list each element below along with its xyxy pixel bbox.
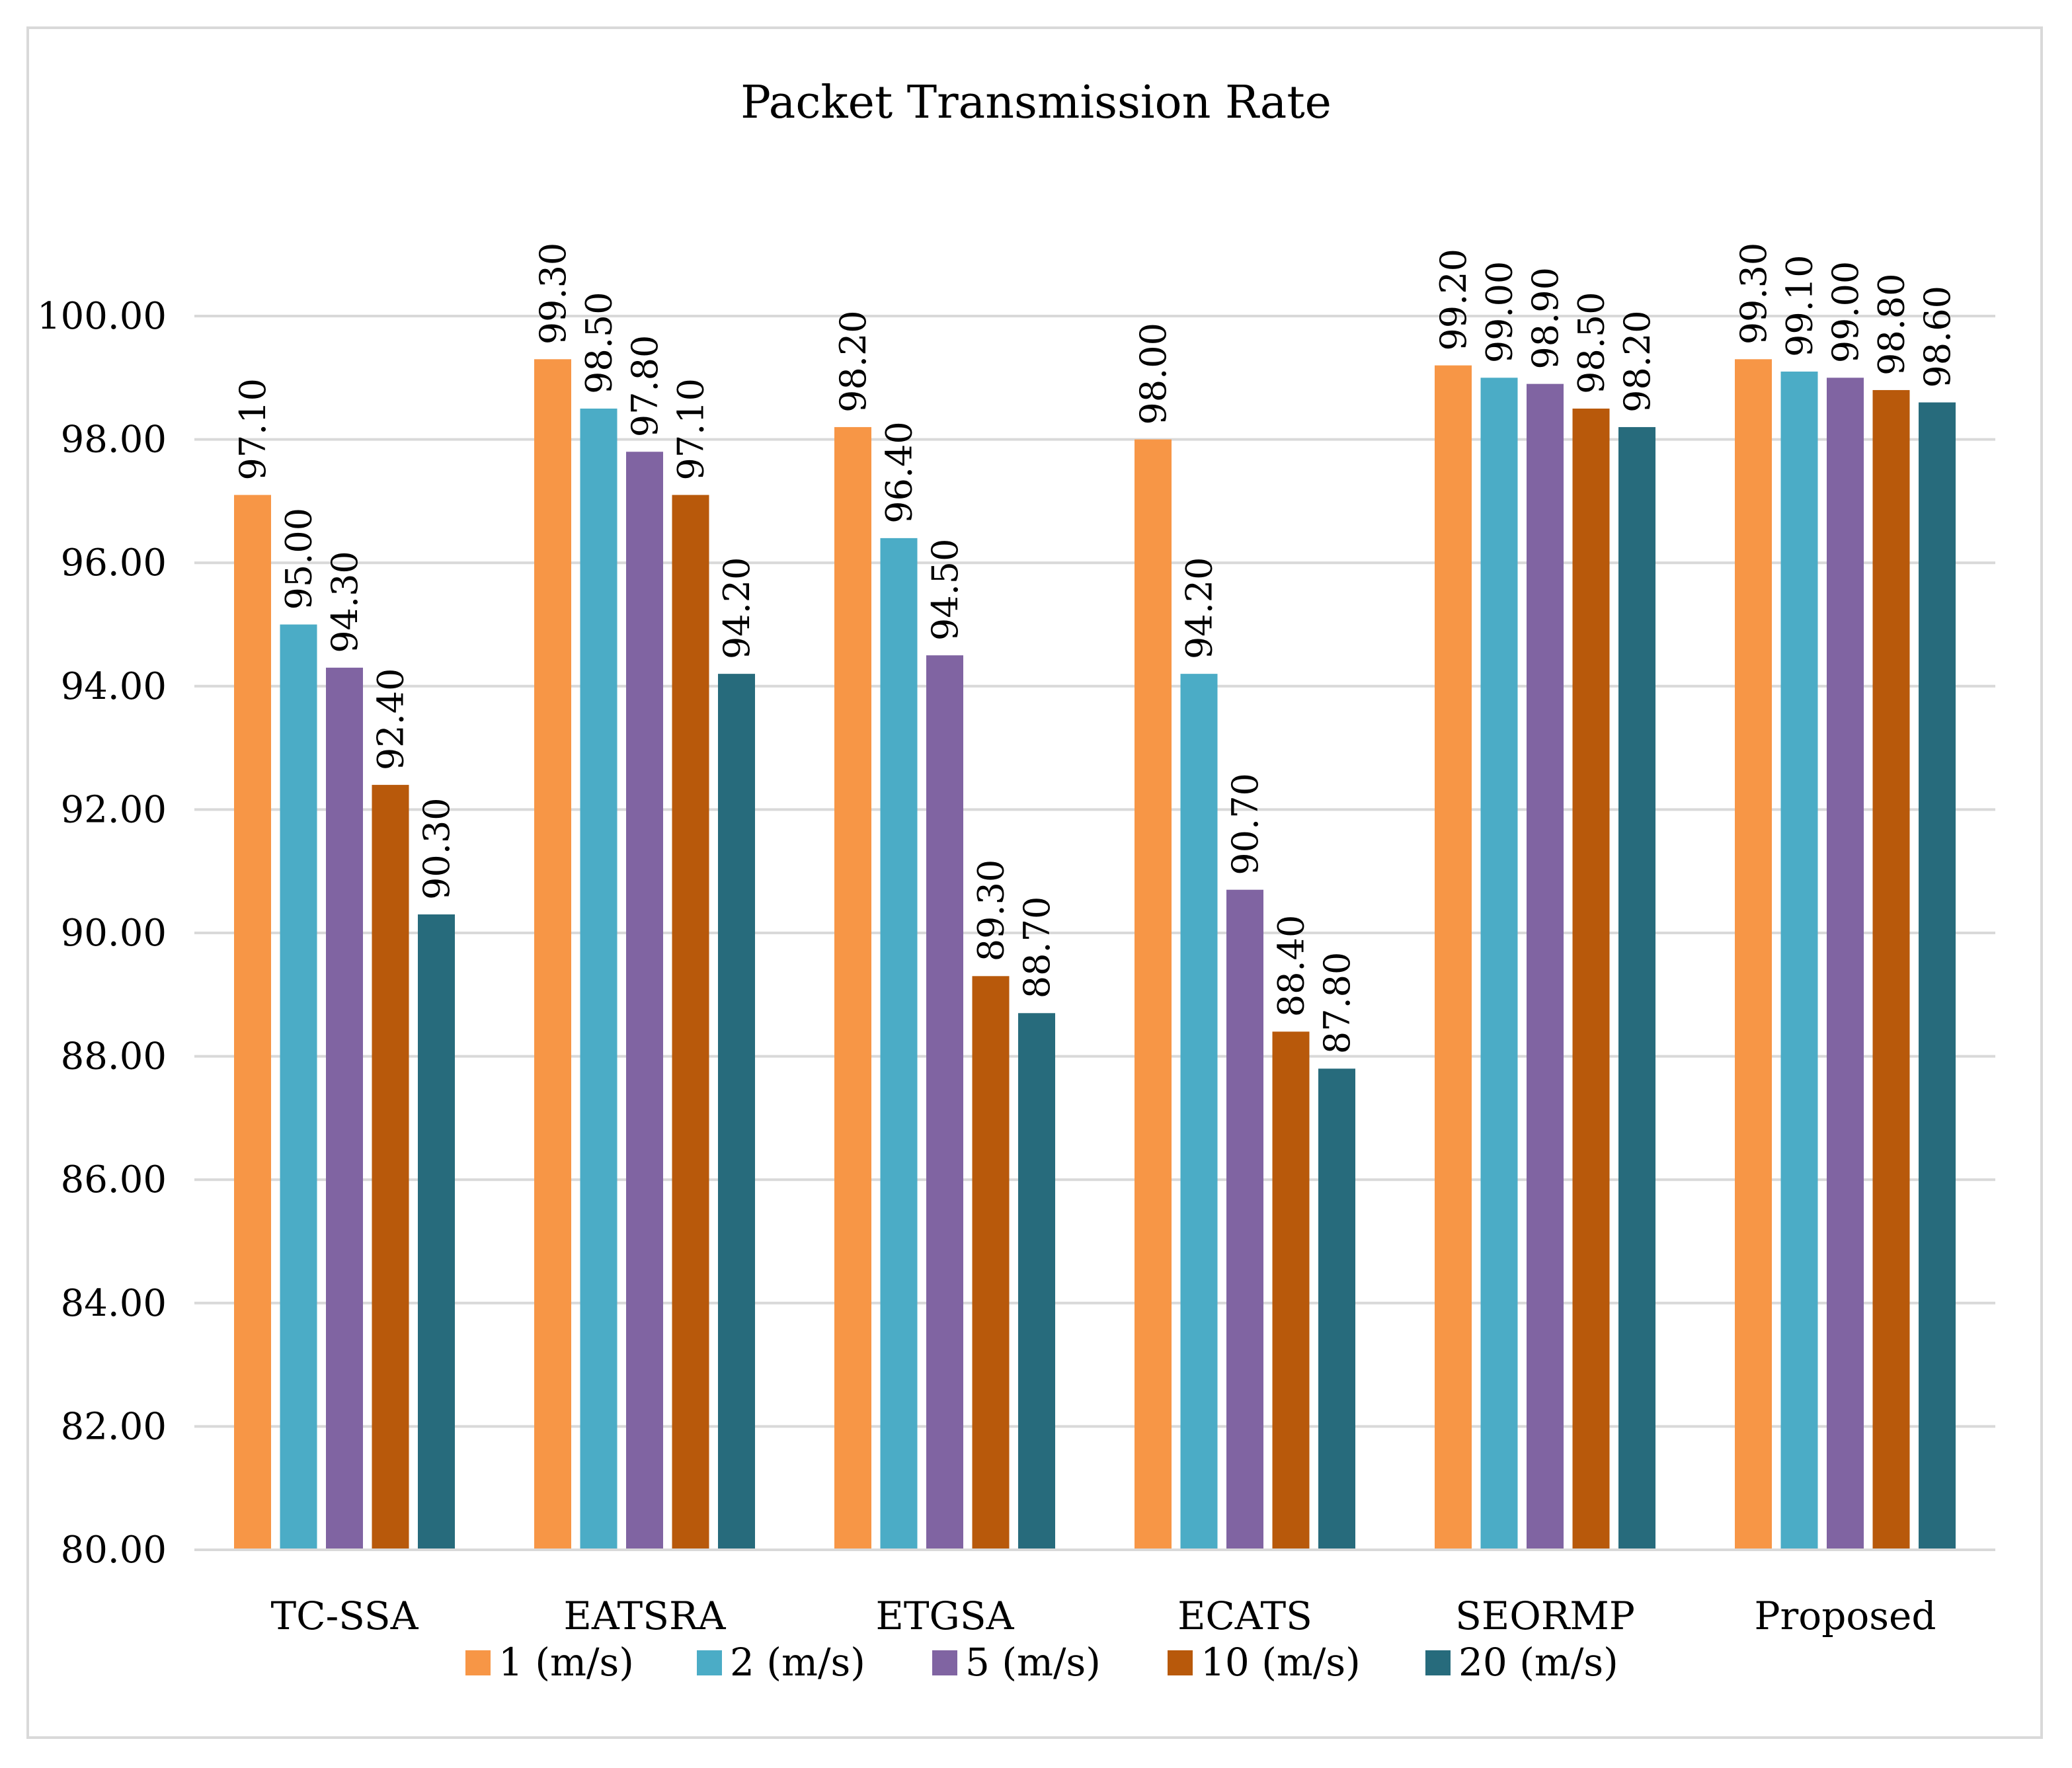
y-tick-label: 94.00 [61,665,167,708]
data-label: 94.20 [1179,557,1220,660]
y-axis: 80.00 82.00 84.00 86.00 88.00 90.00 92.00 94.00… [37,295,167,1572]
bar [1780,371,1818,1550]
y-tick-label: 98.00 [61,419,167,462]
data-label: 94.50 [924,539,966,641]
data-label: 98.60 [1917,286,1958,388]
bar [626,452,663,1550]
y-tick-label: 92.00 [61,788,167,831]
legend-label: 10 (m/s) [1201,1640,1361,1685]
data-label: 98.50 [1571,292,1613,394]
x-tick-label: Proposed [1755,1593,1936,1638]
legend-swatch [932,1650,957,1675]
x-tick-label: EATSRA [563,1593,726,1638]
data-label: 87.80 [1316,952,1358,1055]
bar [1618,426,1655,1550]
data-label: 99.30 [532,243,574,345]
y-tick-label: 90.00 [61,912,167,955]
bar [1272,1031,1310,1550]
legend-swatch [465,1650,491,1675]
data-label: 88.70 [1016,897,1058,999]
data-label: 99.20 [1433,249,1474,351]
bar [372,785,409,1550]
data-label: 99.30 [1733,243,1774,345]
bar [1318,1068,1355,1550]
legend-swatch [1425,1650,1451,1675]
y-tick-label: 84.00 [61,1282,167,1325]
y-tick-label: 88.00 [61,1035,167,1078]
data-label: 94.30 [324,551,366,653]
data-label: 97.80 [624,335,666,438]
gridlines [194,315,1995,1551]
bar [1527,383,1564,1550]
data-label: 98.50 [578,292,620,394]
x-tick-label: ETGSA [876,1593,1015,1638]
bar [718,674,755,1550]
legend-label: 20 (m/s) [1458,1640,1618,1685]
legend-swatch [1168,1650,1193,1675]
legend: 1 (m/s) 2 (m/s) 5 (m/s) 10 (m/s) 20 (m/s) [465,1640,1618,1685]
data-label: 98.00 [1133,323,1174,425]
bar [1435,365,1472,1550]
data-label: 92.40 [370,668,412,770]
bar [1226,889,1263,1550]
data-label: 98.80 [1871,273,1913,376]
data-label: 90.70 [1224,773,1266,875]
data-label: 98.90 [1525,267,1566,370]
bar [972,976,1010,1550]
y-tick-label: 82.00 [61,1405,167,1448]
bar [926,655,963,1550]
bar [1480,378,1518,1550]
bar [534,359,571,1550]
bar [234,495,271,1550]
data-label: 95.00 [278,508,320,610]
bar [326,667,363,1550]
data-label: 98.20 [1616,310,1658,413]
data-label: 97.10 [232,378,274,481]
bar [1872,389,1910,1550]
data-label: 99.10 [1779,255,1821,357]
data-label: 96.40 [879,421,920,524]
bar [1135,439,1172,1550]
data-label: 98.20 [832,310,874,413]
legend-label: 2 (m/s) [730,1640,865,1685]
bar [1018,1013,1055,1550]
x-tick-label: TC-SSA [271,1593,419,1638]
data-label: 99.00 [1479,261,1521,364]
bars [234,359,1956,1550]
legend-label: 5 (m/s) [965,1640,1101,1685]
bar [834,426,871,1550]
y-tick-label: 96.00 [61,542,167,584]
y-tick-label: 100.00 [37,295,167,338]
legend-swatch [697,1650,722,1675]
bar [1735,359,1772,1550]
legend-label: 1 (m/s) [498,1640,634,1685]
x-tick-label: ECATS [1177,1593,1312,1638]
data-label: 99.00 [1825,261,1866,364]
bar [1180,674,1218,1550]
bar [418,914,455,1550]
bar [1919,402,1956,1550]
bar [280,624,317,1550]
data-label: 88.40 [1271,915,1312,1018]
data-label: 97.10 [670,378,712,481]
bar [672,495,709,1550]
chart-title: Packet Transmission Rate [740,77,1332,129]
bar [1827,378,1864,1550]
x-axis: TC-SSA EATSRA ETGSA ECATS SEORMP Proposed [194,1548,1995,1638]
y-tick-label: 86.00 [61,1158,167,1201]
bar [1572,408,1610,1550]
data-label: 90.30 [416,797,458,900]
bar [880,538,918,1550]
y-tick-label: 80.00 [61,1529,167,1572]
x-tick-label: SEORMP [1455,1593,1635,1638]
data-label: 94.20 [716,557,758,660]
data-label: 89.30 [971,860,1012,962]
bar [580,408,618,1550]
